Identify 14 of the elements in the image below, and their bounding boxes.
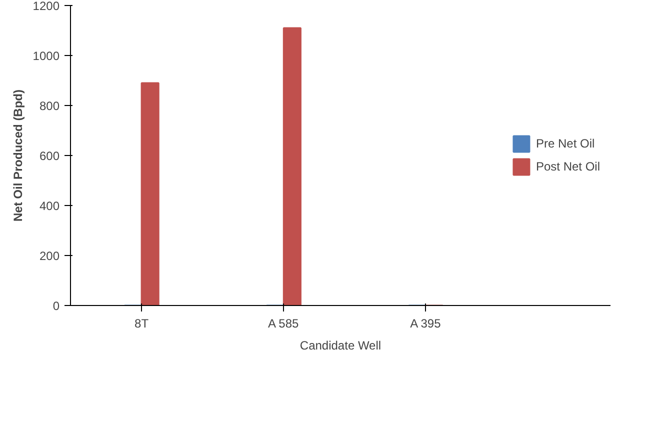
y-axis-title: Net Oil Produced (Bpd) — [10, 89, 25, 222]
y-tick-label: 200 — [39, 249, 60, 263]
x-tick-label: A 585 — [268, 316, 299, 330]
x-tick-label: 8T — [134, 316, 150, 330]
x-tick-label: A 395 — [410, 316, 442, 330]
y-tick-label: 400 — [39, 199, 60, 213]
y-tick-label: 1200 — [32, 0, 60, 13]
legend-label: Pre Net Oil — [536, 136, 595, 150]
y-tick-label: 0 — [52, 299, 60, 313]
legend-label: Post Net Oil — [536, 160, 600, 174]
y-tick-label: 600 — [39, 149, 60, 163]
x-axis-title: Candidate Well — [300, 338, 382, 352]
y-tick-label: 800 — [39, 99, 60, 113]
y-tick-label: 1000 — [32, 49, 60, 63]
